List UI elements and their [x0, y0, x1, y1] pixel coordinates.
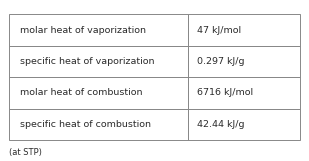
Text: specific heat of vaporization: specific heat of vaporization — [20, 57, 154, 66]
Bar — [9, 14, 188, 46]
Bar — [188, 109, 300, 140]
Text: 42.44 kJ/g: 42.44 kJ/g — [197, 120, 244, 129]
Text: (at STP): (at STP) — [9, 148, 42, 157]
Bar — [9, 46, 188, 77]
Bar — [188, 77, 300, 109]
Text: 6716 kJ/mol: 6716 kJ/mol — [197, 89, 253, 97]
Text: 47 kJ/mol: 47 kJ/mol — [197, 26, 241, 35]
Text: molar heat of combustion: molar heat of combustion — [20, 89, 142, 97]
Text: 0.297 kJ/g: 0.297 kJ/g — [197, 57, 244, 66]
Bar — [188, 14, 300, 46]
Text: specific heat of combustion: specific heat of combustion — [20, 120, 151, 129]
Bar — [9, 77, 188, 109]
Text: molar heat of vaporization: molar heat of vaporization — [20, 26, 146, 35]
Bar — [9, 109, 188, 140]
Bar — [188, 46, 300, 77]
